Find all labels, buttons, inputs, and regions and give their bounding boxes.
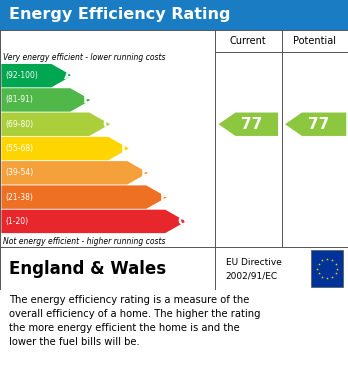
Text: Energy Efficiency Rating: Energy Efficiency Rating bbox=[9, 7, 230, 23]
Text: The energy efficiency rating is a measure of the
overall efficiency of a home. T: The energy efficiency rating is a measur… bbox=[9, 295, 260, 347]
Text: B: B bbox=[83, 93, 93, 106]
Text: (21-38): (21-38) bbox=[6, 193, 33, 202]
Text: 2002/91/EC: 2002/91/EC bbox=[226, 272, 278, 281]
Text: A: A bbox=[64, 69, 74, 82]
Text: 77: 77 bbox=[308, 117, 330, 132]
Text: Very energy efficient - lower running costs: Very energy efficient - lower running co… bbox=[3, 53, 165, 62]
Text: D: D bbox=[120, 142, 132, 155]
Text: Potential: Potential bbox=[293, 36, 336, 46]
Text: Not energy efficient - higher running costs: Not energy efficient - higher running co… bbox=[3, 237, 165, 246]
Text: (81-91): (81-91) bbox=[6, 95, 33, 104]
Text: England & Wales: England & Wales bbox=[9, 260, 166, 278]
Text: (55-68): (55-68) bbox=[6, 144, 34, 153]
Text: (92-100): (92-100) bbox=[6, 71, 38, 80]
Text: (39-54): (39-54) bbox=[6, 168, 34, 177]
Text: Current: Current bbox=[230, 36, 267, 46]
Polygon shape bbox=[1, 137, 129, 160]
Text: G: G bbox=[177, 215, 188, 228]
FancyBboxPatch shape bbox=[311, 251, 343, 287]
Polygon shape bbox=[1, 161, 148, 185]
Text: (69-80): (69-80) bbox=[6, 120, 34, 129]
Text: (1-20): (1-20) bbox=[6, 217, 29, 226]
Polygon shape bbox=[1, 113, 110, 136]
Polygon shape bbox=[1, 88, 91, 112]
Polygon shape bbox=[219, 113, 278, 136]
Text: F: F bbox=[159, 190, 168, 204]
Polygon shape bbox=[1, 210, 186, 233]
Text: E: E bbox=[140, 166, 149, 179]
Polygon shape bbox=[1, 64, 72, 87]
Text: 77: 77 bbox=[241, 117, 262, 132]
Polygon shape bbox=[1, 185, 167, 209]
Text: C: C bbox=[102, 118, 112, 131]
Polygon shape bbox=[285, 113, 346, 136]
Text: EU Directive: EU Directive bbox=[226, 258, 282, 267]
